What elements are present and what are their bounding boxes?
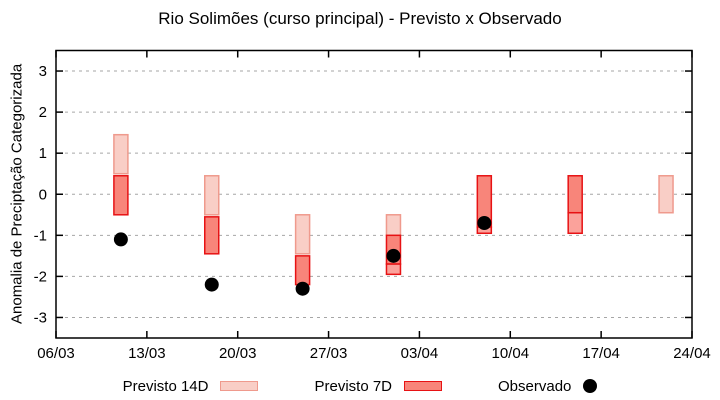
- observed-point: [386, 248, 401, 263]
- y-tick-label: 2: [39, 104, 47, 121]
- y-tick-labels: -3 -2 -1 0 1 2 3: [34, 63, 47, 326]
- observed-points: [113, 216, 492, 296]
- forecast-range-previsto7d_light: [567, 211, 583, 235]
- observed-point: [295, 281, 310, 296]
- x-tick-label: 24/04: [673, 345, 711, 362]
- x-tick-label: 06/03: [37, 345, 75, 362]
- x-tick-labels: 06/03 13/03 20/03 27/03 03/04 10/04 17/04 24/04: [37, 345, 711, 362]
- plot-frame: [55, 49, 693, 339]
- legend-item-previsto-7d: Previsto 7D: [314, 377, 443, 395]
- forecast-range-previsto14d: [294, 214, 311, 255]
- observed-point: [204, 277, 219, 292]
- x-tick-label: 20/03: [219, 345, 257, 362]
- forecast-range-previsto7d_light: [385, 263, 402, 276]
- forecast-range-previsto7d: [294, 255, 311, 286]
- legend-label: Previsto 7D: [314, 377, 393, 395]
- forecast-range-previsto14d: [385, 214, 402, 237]
- x-tick-label: 03/04: [401, 345, 439, 362]
- observed-point: [477, 216, 492, 230]
- legend-label: Observado: [498, 377, 572, 395]
- legend-marker-circle: [583, 379, 598, 393]
- x-tick-label: 17/04: [582, 345, 620, 362]
- forecast-range-previsto7d: [113, 175, 129, 216]
- legend-swatch: [404, 381, 443, 391]
- y-tick-label: -2: [34, 268, 47, 285]
- chart-title: Rio Solimões (curso principal) - Previst…: [158, 9, 562, 28]
- chart-legend: Previsto 14D Previsto 7D Observado: [0, 372, 720, 400]
- y-tick-label: -1: [34, 227, 47, 244]
- forecast-range-previsto14d: [658, 175, 674, 214]
- x-tick-label: 13/03: [128, 345, 166, 362]
- legend-item-observado: Observado: [498, 377, 598, 395]
- legend-swatch: [220, 381, 259, 391]
- x-tick-label: 27/03: [310, 345, 348, 362]
- forecast-range-previsto7d: [567, 175, 583, 214]
- forecast-range-previsto7d: [204, 216, 220, 255]
- forecast-range-previsto14d: [113, 133, 129, 175]
- legend-label: Previsto 14D: [122, 377, 209, 395]
- forecast-range-previsto14d: [204, 175, 220, 216]
- y-tick-label: -3: [34, 309, 47, 326]
- y-tick-label: 0: [39, 186, 47, 203]
- observed-point: [113, 232, 128, 247]
- gridlines: [58, 70, 690, 318]
- legend-item-previsto-14d: Previsto 14D: [123, 378, 259, 395]
- forecast-bars: [113, 133, 674, 286]
- y-tick-label: 3: [39, 63, 47, 80]
- x-tick-label: 10/04: [492, 345, 530, 362]
- y-tick-label: 1: [39, 145, 47, 162]
